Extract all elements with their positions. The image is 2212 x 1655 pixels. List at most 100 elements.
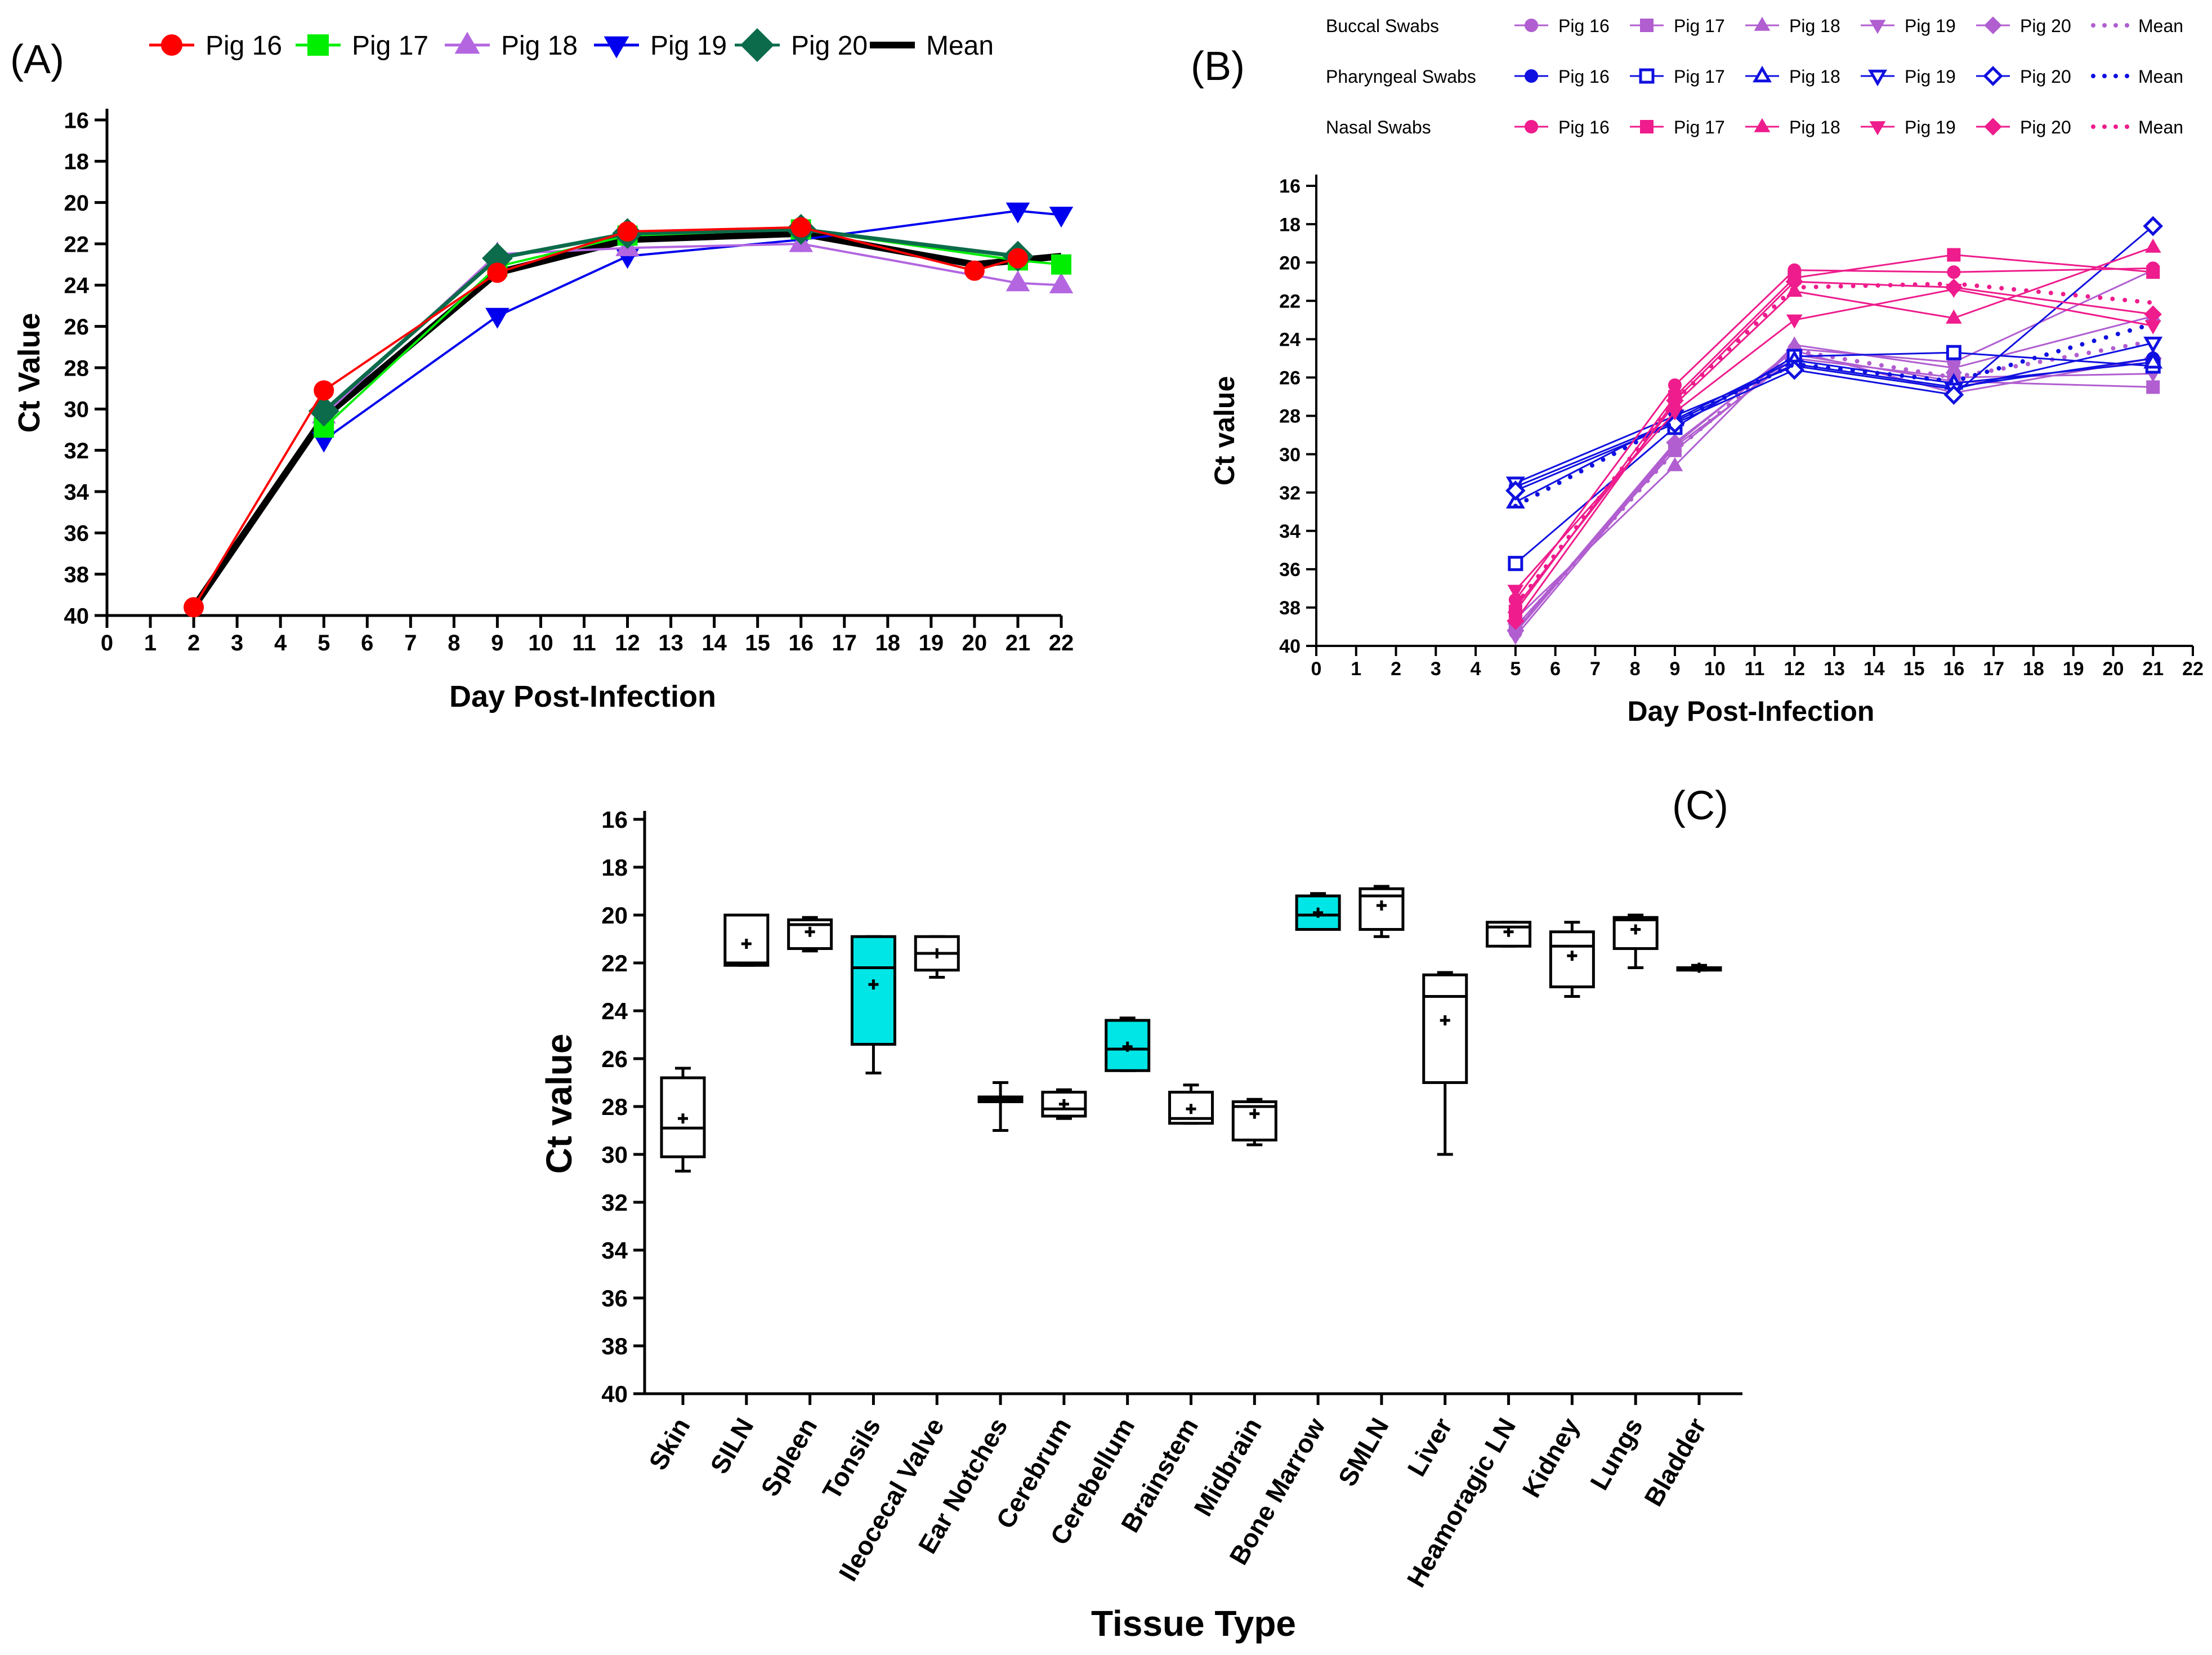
legend-item: Pig 16 bbox=[1514, 117, 1610, 137]
x-tick-label: 21 bbox=[2142, 658, 2164, 680]
data-point bbox=[1505, 480, 1526, 501]
x-tick-label: 12 bbox=[1784, 658, 1805, 680]
legend-item: Pig 17 bbox=[1630, 66, 1725, 87]
y-tick-label: 26 bbox=[601, 1046, 628, 1072]
x-tick-label: 1 bbox=[1351, 658, 1361, 680]
data-point bbox=[2146, 265, 2160, 279]
x-tick-label: 17 bbox=[1983, 658, 2004, 680]
legend-group: Buccal Swabs Pig 16 Pig 17 Pig 18 Pig 19 Pig … bbox=[1326, 16, 2183, 36]
x-tick-label: 17 bbox=[832, 631, 857, 655]
x-tick-label: 18 bbox=[2023, 658, 2044, 680]
x-tick-label: 0 bbox=[1311, 658, 1322, 680]
data-point bbox=[1006, 270, 1030, 292]
legend-item: Pig 20 bbox=[1976, 117, 2071, 137]
x-tick-label: 12 bbox=[615, 631, 640, 655]
y-tick-label: 30 bbox=[64, 398, 90, 422]
y-tick-label: 20 bbox=[601, 902, 628, 929]
legend-group-label: Nasal Swabs bbox=[1326, 117, 1431, 137]
series-pharyngeal-pig-20 bbox=[1505, 216, 2164, 501]
data-point bbox=[2144, 238, 2161, 253]
legend-marker bbox=[604, 36, 629, 59]
y-tick-label: 26 bbox=[64, 315, 90, 340]
series-pig-16 bbox=[184, 217, 1028, 618]
x-tick-label: 5 bbox=[1510, 658, 1521, 680]
legend-label: Pig 17 bbox=[352, 31, 428, 61]
panel-c-label: (C) bbox=[1672, 783, 1728, 828]
x-tick-label: 18 bbox=[875, 631, 901, 655]
y-tick-label: 16 bbox=[64, 108, 90, 133]
panel-c-axes: 16 18 20 22 24 26 28 30 32 34 36 38 40 bbox=[601, 806, 1742, 1407]
legend-marker bbox=[1984, 16, 2002, 34]
panel-c-x-axis-title: Tissue Type bbox=[1091, 1603, 1296, 1644]
y-tick-label: 22 bbox=[1279, 291, 1301, 312]
y-tick-label: 20 bbox=[1279, 252, 1301, 274]
y-tick-label: 18 bbox=[64, 150, 90, 175]
x-tick-label: 7 bbox=[404, 631, 417, 655]
box-iqr bbox=[1422, 973, 1468, 1084]
y-tick-label: 38 bbox=[64, 563, 90, 587]
data-point bbox=[1945, 278, 1963, 297]
panel-a: (A) Pig 16 Pig 17 Pig 18 Pig 19 Pig 20 Mean 1… bbox=[10, 28, 1074, 713]
y-tick-label: 40 bbox=[601, 1381, 628, 1407]
x-tick-label: 16 bbox=[1943, 658, 1964, 680]
legend-item: Pig 19 bbox=[1861, 117, 1956, 137]
y-tick-label: 16 bbox=[1279, 176, 1301, 197]
legend-label: Mean bbox=[2138, 66, 2183, 87]
legend-label: Pig 16 bbox=[205, 31, 282, 61]
y-tick-label: 36 bbox=[64, 521, 90, 546]
legend-label: Mean bbox=[2138, 16, 2183, 36]
data-point bbox=[1006, 202, 1030, 224]
x-tick-label: 13 bbox=[1824, 658, 1845, 680]
legend-marker bbox=[1640, 19, 1654, 32]
data-point bbox=[1666, 434, 1684, 452]
legend-item: Pig 18 bbox=[1745, 65, 1840, 87]
y-tick-label: 18 bbox=[601, 854, 628, 881]
legend-marker bbox=[1869, 121, 1886, 136]
legend-marker bbox=[1525, 69, 1538, 83]
x-tick-label: 3 bbox=[231, 631, 243, 655]
legend-label: Pig 18 bbox=[1789, 66, 1840, 87]
y-tick-label: 40 bbox=[64, 604, 90, 628]
x-tick-label: 21 bbox=[1006, 631, 1031, 655]
x-tick-label: 20 bbox=[2103, 658, 2124, 680]
data-point bbox=[1668, 378, 1682, 392]
y-tick-label: 26 bbox=[1279, 368, 1301, 389]
y-tick-label: 38 bbox=[1279, 597, 1301, 619]
data-point bbox=[2143, 336, 2163, 354]
data-point bbox=[1666, 457, 1683, 471]
data-point bbox=[1945, 309, 1962, 324]
legend-item: Pig 16 bbox=[149, 31, 282, 61]
legend-item: Mean bbox=[2091, 16, 2183, 36]
legend-label: Pig 20 bbox=[2020, 66, 2071, 87]
x-tick-label: 22 bbox=[2182, 658, 2204, 680]
x-tick-label: 8 bbox=[1630, 658, 1641, 680]
series-nasal-pig-20 bbox=[1507, 273, 2162, 630]
legend-item: Pig 19 bbox=[594, 31, 727, 61]
y-tick-label: 36 bbox=[1279, 559, 1301, 581]
data-point bbox=[1947, 248, 1961, 262]
legend-item: Pig 16 bbox=[1514, 66, 1610, 87]
legend-item: Pig 19 bbox=[1861, 66, 1956, 87]
x-tick-label: 15 bbox=[1903, 658, 1925, 680]
x-tick-label: 9 bbox=[1669, 658, 1680, 680]
legend-label: Pig 20 bbox=[2020, 117, 2071, 137]
y-tick-label: 34 bbox=[1279, 521, 1301, 542]
legend-marker bbox=[307, 34, 329, 56]
y-tick-label: 38 bbox=[601, 1333, 628, 1359]
x-tick-label: 4 bbox=[274, 631, 287, 655]
legend-item: Pig 18 bbox=[1745, 16, 1840, 36]
data-point bbox=[2143, 216, 2164, 237]
legend-label: Pig 17 bbox=[1674, 16, 1725, 36]
data-point bbox=[1049, 272, 1074, 293]
y-tick-label: 18 bbox=[1279, 214, 1301, 235]
legend-item: Pig 17 bbox=[1630, 117, 1725, 137]
legend-label: Pig 19 bbox=[1905, 117, 1956, 137]
legend-marker bbox=[1525, 120, 1538, 133]
legend-marker bbox=[1868, 69, 1887, 87]
data-point bbox=[964, 260, 985, 281]
y-tick-label: 24 bbox=[1279, 329, 1301, 351]
y-tick-label: 20 bbox=[64, 191, 90, 216]
panel-c-y-axis-title: Ct value bbox=[539, 1034, 579, 1174]
